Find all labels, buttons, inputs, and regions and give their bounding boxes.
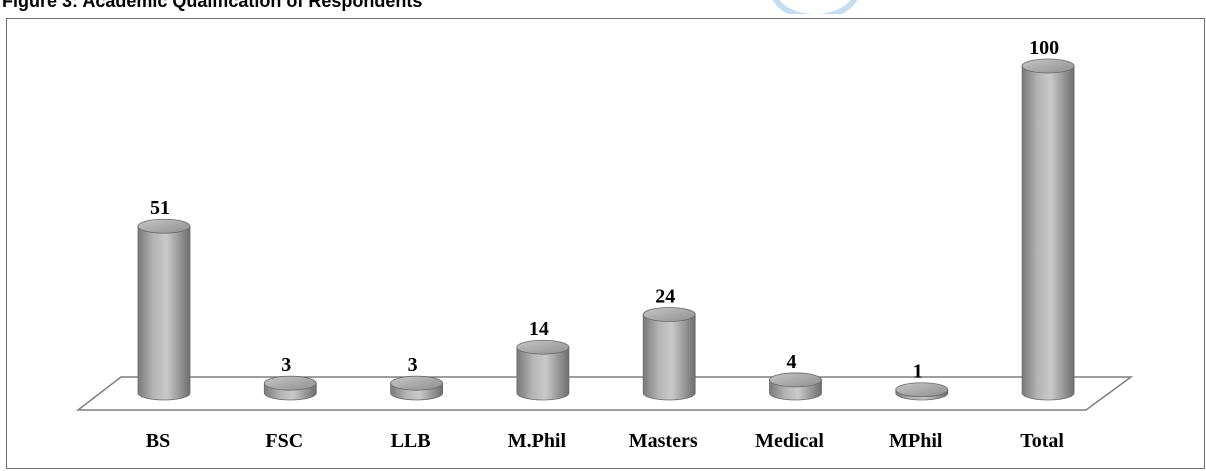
bar-top	[390, 375, 444, 391]
category-label: FSC	[265, 430, 303, 452]
bar-body	[1021, 65, 1075, 401]
figure-caption-strip: Figure 3: Academic Qualification of Resp…	[0, 0, 1206, 14]
bar-m-phil	[516, 339, 570, 401]
category-label: Total	[1020, 430, 1064, 452]
value-label: 4	[787, 351, 797, 373]
category-label: BS	[146, 430, 170, 452]
bar-body	[516, 346, 570, 401]
value-label: 1	[913, 361, 923, 383]
bar-top	[642, 307, 696, 322]
category-label: Masters	[629, 430, 698, 452]
value-label: 14	[529, 318, 549, 340]
value-labels-layer: 51 3 3 14 24 4 1 100	[150, 37, 1059, 383]
bar-top	[263, 375, 317, 391]
bar-body	[137, 225, 191, 401]
bar-top	[1021, 58, 1075, 74]
value-label: 100	[1029, 37, 1059, 59]
bar-body	[642, 314, 696, 401]
bar-mphil	[895, 382, 949, 401]
category-label: M.Phil	[508, 430, 567, 452]
bar-top	[769, 372, 822, 388]
value-label: 3	[408, 354, 418, 376]
bar-medical	[769, 372, 822, 401]
bar-total	[1021, 58, 1075, 401]
bar-top	[895, 382, 949, 398]
value-label: 24	[655, 286, 675, 308]
bar-masters	[642, 307, 696, 401]
bar-top	[137, 218, 191, 234]
category-labels-layer: BS FSC LLB M.Phil Masters Medical MPhil Total	[146, 430, 1065, 452]
bar-llb	[390, 375, 444, 401]
bar-bs	[137, 218, 191, 401]
category-label: LLB	[391, 430, 431, 452]
figure-caption: Figure 3: Academic Qualification of Resp…	[2, 0, 423, 11]
value-label: 3	[281, 354, 291, 376]
category-label: Medical	[755, 430, 824, 452]
bar-fsc	[263, 375, 317, 401]
value-label: 51	[150, 197, 170, 219]
bars-layer	[137, 58, 1075, 401]
category-label: MPhil	[889, 430, 943, 452]
bar-top	[516, 339, 570, 355]
floor-plane	[75, 376, 1134, 411]
